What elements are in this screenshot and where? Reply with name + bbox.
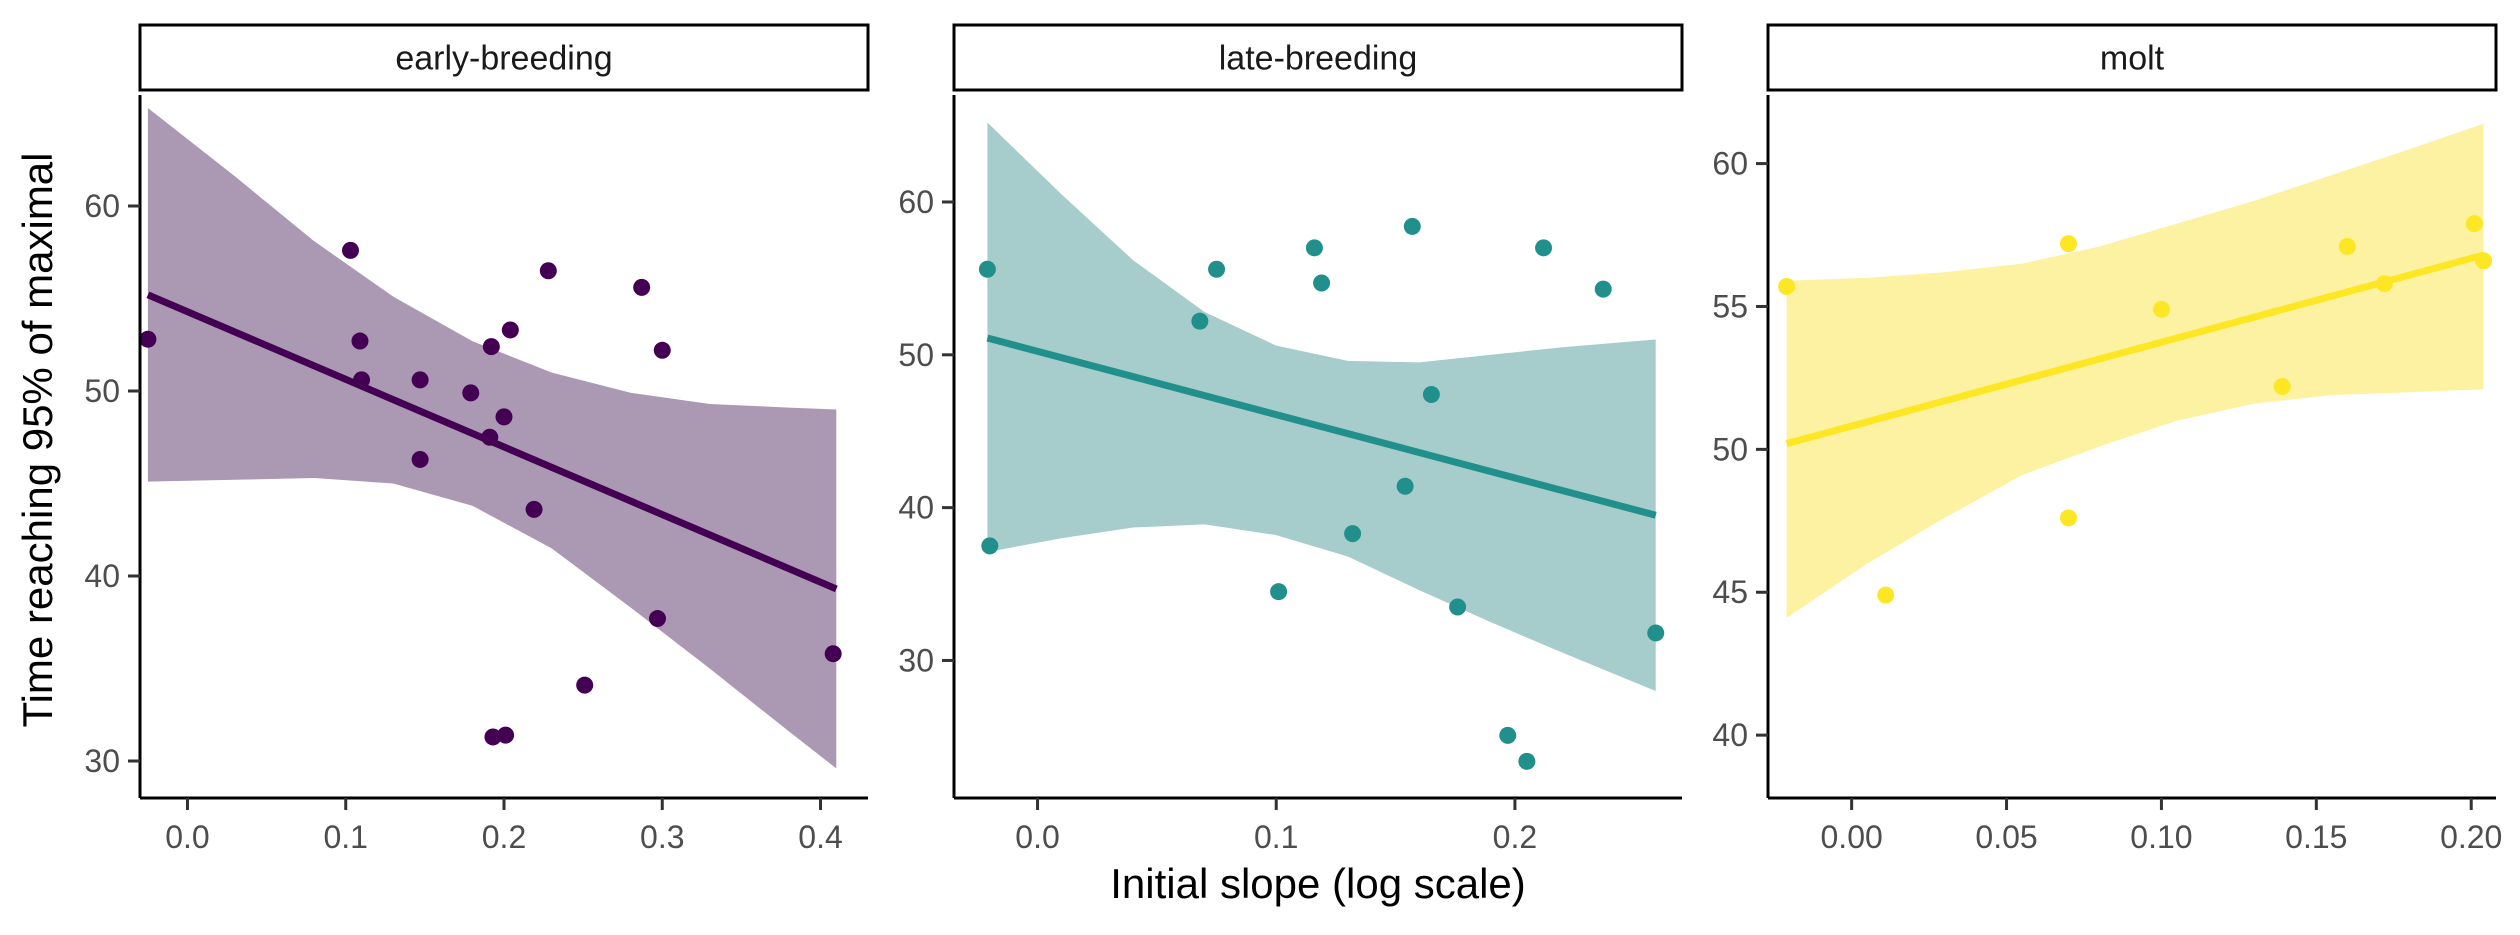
facet-panel-late-breeding: late-breeding 0.0 0.1 0.2 30 40 50 60: [898, 23, 1684, 855]
data-point: [351, 332, 369, 350]
data-point: [2465, 215, 2483, 233]
data-point: [353, 371, 371, 389]
y-axis-title: Time reaching 95% of maximal: [14, 153, 61, 728]
x-axis-title: Initial slope (log scale): [1110, 860, 1526, 907]
facet-strip: [138, 23, 870, 92]
data-point: [341, 241, 359, 259]
data-point: [633, 278, 651, 296]
data-point: [1594, 280, 1612, 298]
y-tick-label: 50: [1712, 431, 1748, 467]
x-tick-label: 0.10: [2130, 819, 2192, 855]
data-point: [462, 384, 480, 402]
y-tick-label: 30: [898, 642, 934, 678]
data-point: [1313, 274, 1331, 292]
data-point: [981, 537, 999, 555]
y-tick-label: 55: [1712, 288, 1748, 324]
data-point: [1270, 583, 1288, 601]
facet-panel-molt: molt 0.00 0.05 0.10 0.15 0.20 40 45 50 55 60: [1712, 23, 2502, 855]
y-tick-label: 60: [84, 188, 120, 224]
facet-panel-early-breeding: early-breeding 0.0 0.1 0.2 0.3 0.4 30 40 50 60: [84, 23, 870, 855]
data-point: [1191, 312, 1209, 330]
x-tick-label: 0.15: [2285, 819, 2347, 855]
facet-strip: [952, 23, 1684, 92]
x-tick-label: 0.3: [640, 819, 684, 855]
data-point: [2475, 252, 2493, 270]
data-point: [1778, 277, 1796, 295]
data-point: [525, 500, 543, 518]
data-point: [1499, 726, 1517, 744]
x-tick-label: 0.05: [1975, 819, 2037, 855]
data-point: [1535, 239, 1553, 257]
data-point: [1877, 586, 1895, 604]
data-point: [1647, 624, 1665, 642]
data-point: [411, 371, 429, 389]
y-tick-label: 40: [1712, 717, 1748, 753]
x-tick-label: 0.20: [2440, 819, 2502, 855]
data-point: [1344, 525, 1362, 543]
facet-strip-label: late-breeding: [1219, 40, 1417, 78]
data-point: [2338, 237, 2356, 255]
x-tick-label: 0.4: [798, 819, 842, 855]
facet-strip-label: early-breeding: [395, 40, 612, 78]
facet-strip: [1766, 23, 2498, 92]
x-tick-label: 0.0: [165, 819, 209, 855]
y-tick-label: 50: [84, 373, 120, 409]
data-point: [1208, 260, 1226, 278]
data-point: [411, 450, 429, 468]
data-point: [482, 338, 500, 356]
x-tick-label: 0.00: [1821, 819, 1883, 855]
y-tick-label: 40: [898, 490, 934, 526]
data-point: [1396, 477, 1414, 495]
data-point: [2059, 509, 2077, 527]
confidence-band: [1786, 123, 2484, 618]
data-point: [1449, 598, 1467, 616]
data-point: [2152, 300, 2170, 318]
data-point: [497, 726, 515, 744]
y-tick-label: 60: [898, 184, 934, 220]
y-tick-label: 60: [1712, 146, 1748, 182]
data-point: [1403, 217, 1421, 235]
x-tick-label: 0.0: [1015, 819, 1059, 855]
data-point: [501, 321, 519, 339]
data-point: [481, 428, 499, 446]
data-point: [539, 262, 557, 280]
data-point: [824, 645, 842, 663]
data-point: [1305, 239, 1323, 257]
x-tick-label: 0.2: [1493, 819, 1537, 855]
data-point: [1518, 752, 1536, 770]
x-tick-label: 0.1: [1254, 819, 1298, 855]
data-point: [139, 330, 157, 348]
data-point: [495, 408, 513, 426]
data-point: [2375, 275, 2393, 293]
y-tick-label: 45: [1712, 574, 1748, 610]
regression-line: [1785, 251, 2485, 448]
x-tick-label: 0.2: [482, 819, 526, 855]
y-tick-label: 40: [84, 558, 120, 594]
data-point: [2059, 235, 2077, 253]
data-point: [649, 610, 667, 628]
data-point: [2273, 377, 2291, 395]
x-tick-label: 0.1: [323, 819, 367, 855]
data-point: [576, 676, 594, 694]
data-point: [978, 260, 996, 278]
y-tick-label: 50: [898, 337, 934, 373]
y-tick-label: 30: [84, 743, 120, 779]
data-point: [484, 728, 502, 746]
data-point: [1422, 386, 1440, 404]
confidence-band: [987, 122, 1656, 691]
regression-line: [986, 334, 1657, 519]
facet-strip-label: molt: [2100, 40, 2165, 78]
data-point: [653, 341, 671, 359]
